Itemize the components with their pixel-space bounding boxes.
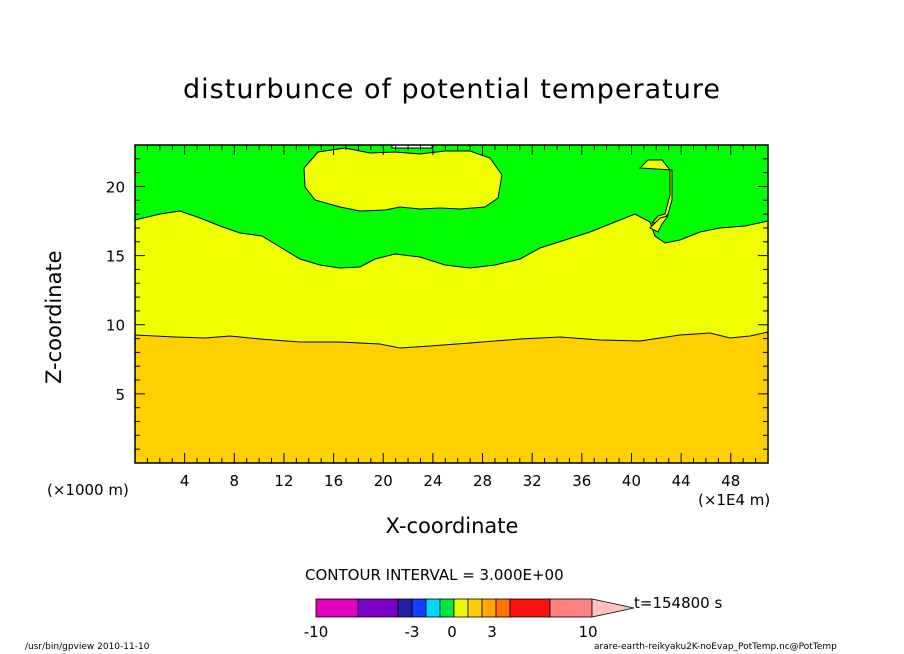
chart-title: disturbunce of potential temperature (183, 74, 721, 105)
colorbar-label: 0 (447, 623, 457, 641)
x-tick-label: 24 (423, 472, 442, 490)
colorbar-label: 3 (487, 623, 497, 641)
plot-frame (134, 144, 769, 464)
colorbar-swatch (357, 598, 399, 618)
x-unit-left: (×1000 m) (47, 481, 129, 499)
x-tick-label: 28 (473, 472, 492, 490)
x-unit-right: (×1E4 m) (698, 491, 771, 509)
colorbar-label: -10 (304, 623, 329, 641)
footer-right: arare-earth-reikyaku2K-noEvap_PotTemp.nc… (594, 642, 837, 652)
colorbar-swatch (549, 598, 593, 618)
region-right-bubble (638, 159, 673, 224)
region-right-notch (649, 215, 670, 233)
x-tick-label: 36 (572, 472, 591, 490)
region-upper-bubble (303, 147, 503, 212)
x-tick-label: 8 (230, 472, 240, 490)
x-tick-label: 44 (672, 472, 691, 490)
x-tick-label: 12 (274, 472, 293, 490)
y-tick-label: 15 (106, 248, 125, 266)
x-tick-label: 48 (721, 472, 740, 490)
contour-interval: CONTOUR INTERVAL = 3.000E+00 (305, 566, 564, 584)
colorbar-swatch (411, 598, 427, 618)
plot-area (134, 144, 769, 464)
colorbar-swatch (439, 598, 455, 618)
time-label: t=154800 s (634, 594, 723, 612)
colorbar-arrow (591, 598, 635, 618)
colorbar-swatch (453, 598, 469, 618)
x-tick-label: 20 (374, 472, 393, 490)
x-tick-label: 4 (180, 472, 190, 490)
y-axis-label: Z-coordinate (42, 250, 66, 384)
x-tick-label: 40 (622, 472, 641, 490)
colorbar-swatch (425, 598, 441, 618)
colorbar-label: -3 (405, 623, 420, 641)
x-tick-label: 32 (523, 472, 542, 490)
y-tick-label: 20 (106, 178, 125, 196)
y-tick-label: 10 (106, 317, 125, 335)
colorbar-label: 10 (578, 623, 597, 641)
y-tick-label: 5 (115, 386, 125, 404)
colorbar-swatch (315, 598, 359, 618)
colorbar-swatch (509, 598, 551, 618)
x-tick-label: 16 (324, 472, 343, 490)
colorbar-swatch (397, 598, 413, 618)
footer-left: /usr/bin/gpview 2010-11-10 (25, 642, 150, 652)
colorbar-swatch (467, 598, 483, 618)
colorbar-swatch (481, 598, 497, 618)
x-axis-label: X-coordinate (385, 514, 519, 538)
colorbar-swatch (495, 598, 511, 618)
colorbar: -10 -3 0 3 10 (304, 598, 635, 641)
